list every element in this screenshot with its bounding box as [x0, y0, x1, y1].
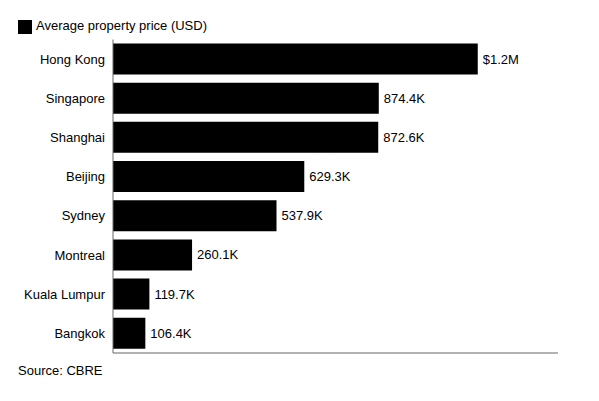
svg-text:874.4K: 874.4K [384, 91, 426, 106]
svg-text:Singapore: Singapore [46, 91, 105, 106]
svg-text:629.3K: 629.3K [309, 169, 351, 184]
svg-text:Bangkok: Bangkok [54, 326, 105, 341]
svg-text:Sydney: Sydney [62, 208, 106, 223]
html-text:Source: CBRE: Source: CBRE [18, 363, 103, 378]
html-text:Average property price (USD): Average property price (USD) [36, 18, 207, 33]
svg-text:Shanghai: Shanghai [50, 130, 105, 145]
svg-text:537.9K: 537.9K [282, 208, 324, 223]
svg-text:Kuala Lumpur: Kuala Lumpur [24, 287, 106, 302]
svg-text:Hong Kong: Hong Kong [40, 52, 105, 67]
svg-text:106.4K: 106.4K [150, 326, 192, 341]
svg-text:119.7K: 119.7K [154, 287, 195, 302]
svg-text:872.6K: 872.6K [383, 130, 425, 145]
svg-text:Montreal: Montreal [54, 248, 105, 263]
svg-text:260.1K: 260.1K [197, 247, 239, 262]
svg-text:$1.2M: $1.2M [483, 52, 519, 67]
svg-text:Beijing: Beijing [66, 169, 105, 184]
